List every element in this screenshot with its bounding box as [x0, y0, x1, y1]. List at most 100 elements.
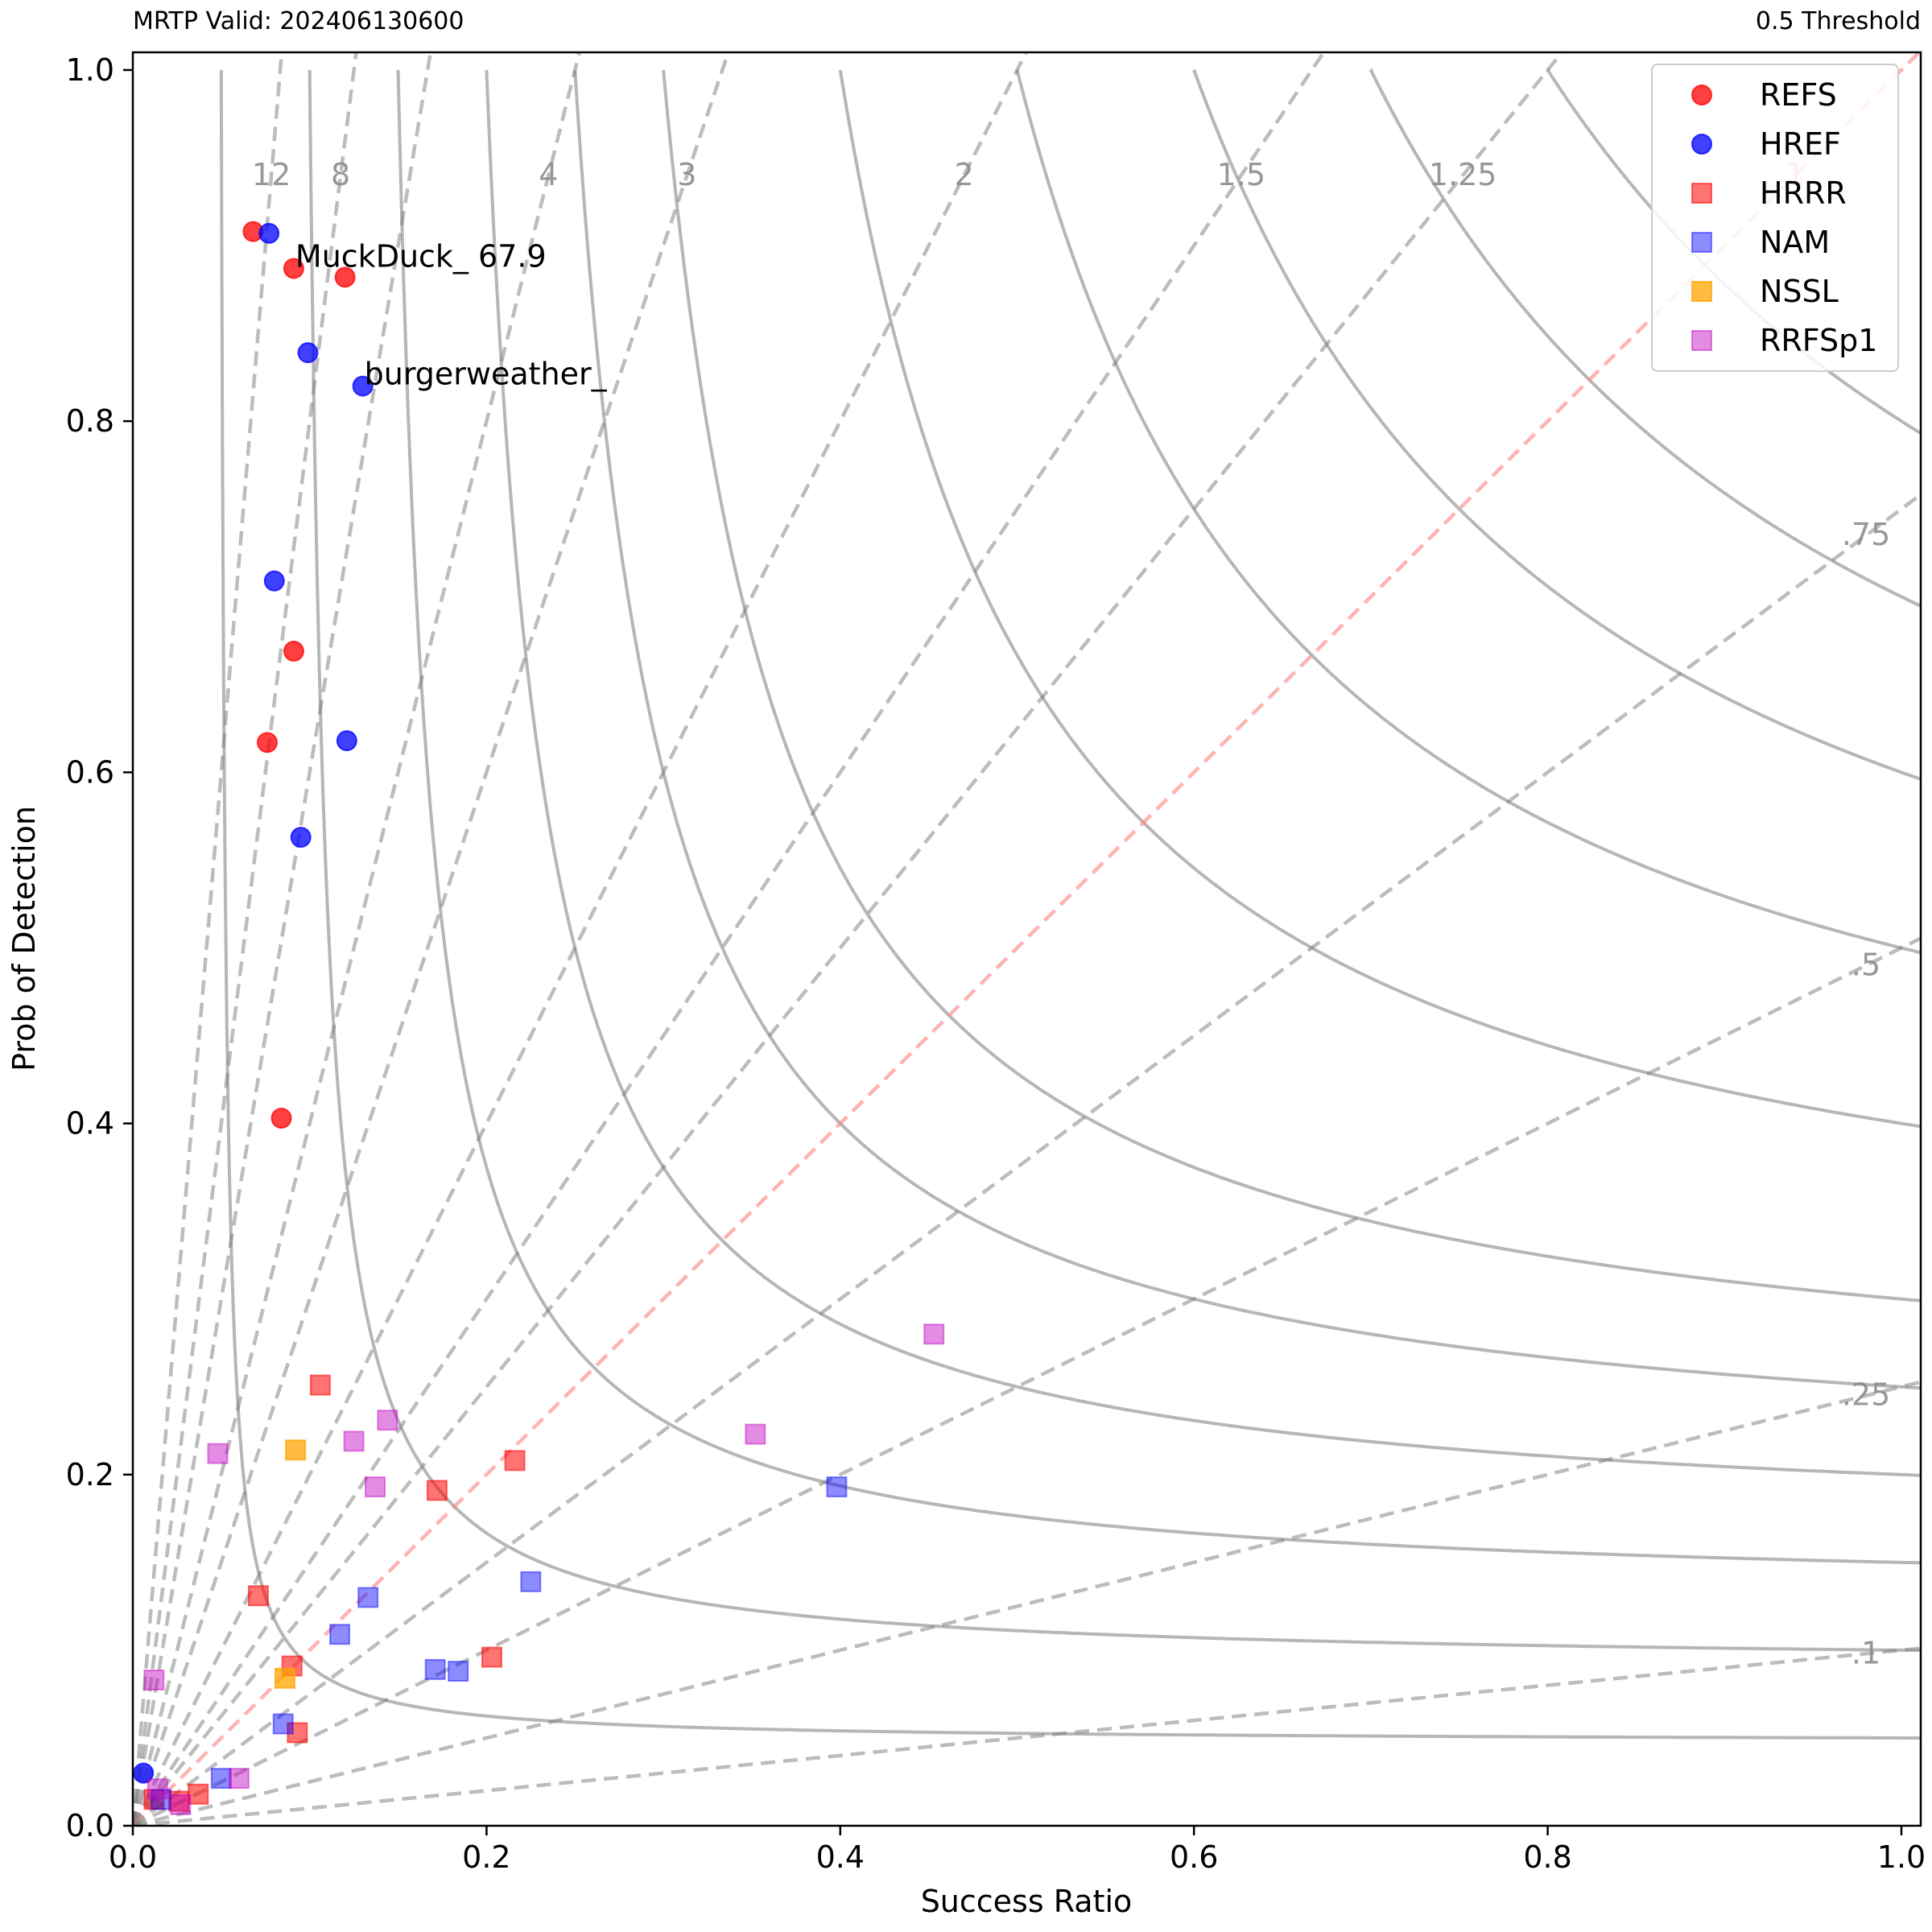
plot-frame — [131, 51, 1922, 1827]
bias-label-4: 3 — [677, 157, 696, 192]
point-refs-5 — [270, 1108, 292, 1129]
point-hrrr-1 — [426, 1480, 448, 1501]
csi-contour-8 — [1192, 68, 1921, 781]
bias-line-1 — [133, 52, 358, 1826]
legend-label-refs: REFS — [1760, 77, 1837, 113]
point-refs-2 — [334, 266, 356, 288]
legend-marker-hrrr — [1691, 183, 1712, 204]
bias-label-10: .5 — [1852, 947, 1880, 982]
bias-label-5: 2 — [954, 157, 973, 192]
point-hrrr-8 — [168, 1790, 190, 1812]
legend-label-rrfsp1: RRFSp1 — [1760, 323, 1877, 358]
point-rrfsp1-0 — [923, 1323, 945, 1345]
bias-line-2 — [133, 52, 433, 1826]
point-hrrr-7 — [188, 1783, 209, 1805]
point-nam-0 — [826, 1476, 848, 1498]
x-tick-label-5: 1.0 — [1877, 1839, 1926, 1875]
x-tick-label-0: 0.0 — [109, 1839, 157, 1875]
bias-line-6 — [133, 52, 1327, 1826]
legend-label-href: HREF — [1760, 126, 1841, 162]
point-refs-1 — [283, 258, 304, 279]
point-nam-5 — [424, 1658, 446, 1680]
point-href-3 — [263, 570, 285, 592]
x-tick-label-2: 0.4 — [816, 1839, 865, 1875]
annotation-1: burgerweather_ — [365, 357, 608, 392]
bias-line-8 — [133, 52, 1921, 1826]
csi-contour-0 — [219, 70, 1921, 1740]
legend-label-nssl: NSSL — [1760, 274, 1839, 309]
y-tick-label-5: 1.0 — [66, 52, 114, 88]
point-rrfsp1-5 — [207, 1443, 229, 1464]
bias-label-1: 8 — [331, 157, 350, 192]
bias-line-9 — [133, 492, 1921, 1826]
legend-box — [1651, 64, 1899, 372]
legend: REFS HREF HRRR NAM NSSL RRFSp1 — [1651, 64, 1899, 372]
valid-time-title: MRTP Valid: 202406130600 — [133, 7, 464, 35]
point-href-4 — [336, 730, 357, 752]
csi-contour-4 — [573, 70, 1921, 1390]
point-rrfsp1-9 — [170, 1794, 192, 1815]
point-rrfsp1-6 — [143, 1669, 165, 1690]
point-href-2 — [352, 375, 374, 397]
point-href-0 — [258, 222, 280, 244]
point-refs-3 — [283, 640, 304, 662]
point-hrrr-6 — [287, 1722, 308, 1744]
y-axis: 0.0 0.2 0.4 0.6 0.8 1.0 — [66, 52, 133, 1843]
bias-line-11 — [133, 1380, 1921, 1826]
x-tick-label-4: 0.8 — [1523, 1839, 1571, 1875]
bias-label-12: .1 — [1852, 1635, 1880, 1670]
point-hrrr-3 — [247, 1585, 269, 1607]
point-rrfsp1-1 — [745, 1423, 766, 1445]
bias-line-5 — [133, 52, 1029, 1826]
y-tick-label-3: 0.6 — [66, 754, 114, 790]
bias-line-0 — [133, 52, 284, 1826]
y-tick-label-1: 0.2 — [66, 1457, 114, 1492]
point-nam-6 — [272, 1713, 294, 1735]
point-nssl-0 — [285, 1439, 307, 1461]
point-nam-2 — [357, 1587, 379, 1608]
point-hrrr-9 — [143, 1789, 165, 1810]
bias-label-3: 4 — [539, 157, 558, 192]
csi-contours — [219, 68, 1921, 1740]
point-nam-7 — [210, 1768, 232, 1790]
bias-label-11: .25 — [1842, 1377, 1890, 1413]
point-rrfsp1-2 — [377, 1410, 398, 1431]
bias-label-7: 1.25 — [1429, 157, 1497, 192]
legend-label-nam: NAM — [1760, 225, 1830, 260]
point-href-1 — [297, 342, 319, 364]
csi-contour-5 — [662, 70, 1921, 1302]
x-axis-label: Success Ratio — [921, 1884, 1133, 1919]
csi-contour-1 — [308, 70, 1921, 1653]
annotations: MuckDuck_ 67.9 burgerweather_ — [295, 238, 608, 391]
point-nam-8 — [151, 1789, 172, 1810]
point-href-5 — [290, 827, 312, 848]
point-refs-4 — [256, 732, 278, 753]
x-axis: 0.0 0.2 0.4 0.6 0.8 1.0 — [109, 1826, 1926, 1875]
point-nam-4 — [448, 1661, 469, 1682]
bias-label-6: 1.5 — [1217, 157, 1265, 192]
csi-contour-7 — [1015, 68, 1921, 955]
legend-marker-href — [1691, 134, 1712, 155]
point-hrrr-0 — [309, 1374, 331, 1396]
point-hrrr-2 — [504, 1450, 526, 1472]
point-hrrr-5 — [481, 1646, 502, 1668]
legend-label-hrrr: HRRR — [1760, 175, 1847, 211]
annotation-0: MuckDuck_ 67.9 — [295, 238, 547, 274]
bias-line-12 — [133, 1646, 1921, 1826]
point-nam-1 — [520, 1571, 542, 1592]
point-nam-3 — [329, 1624, 351, 1645]
bias-line-3 — [133, 52, 582, 1826]
threshold-title: 0.5 Threshold — [1756, 7, 1921, 35]
legend-marker-nam — [1691, 232, 1712, 253]
y-tick-label-2: 0.4 — [66, 1106, 114, 1141]
bias-line-4 — [133, 52, 731, 1826]
x-tick-label-1: 0.2 — [462, 1839, 510, 1875]
data-points — [133, 221, 945, 1815]
bias-label-0: 12 — [252, 157, 291, 192]
csi-contour-2 — [396, 70, 1921, 1565]
legend-marker-refs — [1691, 85, 1712, 105]
y-axis-label: Prob of Detection — [6, 806, 42, 1071]
legend-marker-rrfsp1 — [1691, 330, 1712, 351]
y-tick-label-0: 0.0 — [66, 1808, 114, 1843]
